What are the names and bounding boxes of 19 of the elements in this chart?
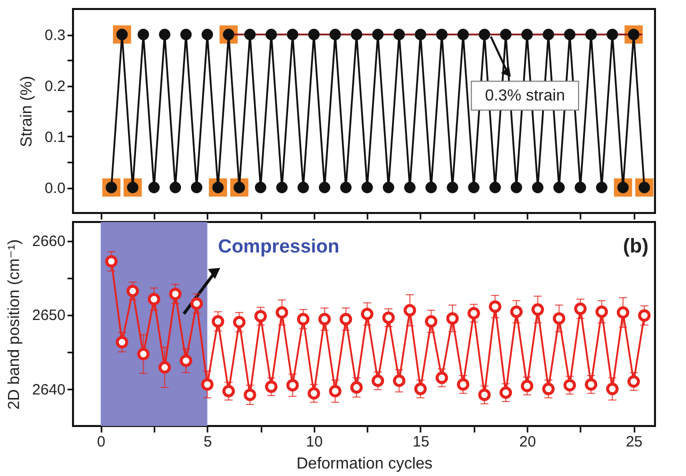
x-tick-label: 5 xyxy=(204,434,212,450)
y-tick-label: 0.3 xyxy=(44,27,66,44)
y-tick-label: 2650 xyxy=(32,307,66,324)
annotation: (b) xyxy=(623,235,649,258)
x-tick-label: 15 xyxy=(412,434,430,450)
x-axis-title: Deformation cycles xyxy=(296,456,433,472)
y-tick-label: 0.1 xyxy=(44,129,66,146)
y-axis-title: Strain (%) xyxy=(18,76,36,148)
annotation: 0.3% strain xyxy=(484,88,565,105)
y-tick-label: 2660 xyxy=(32,233,66,250)
x-tick-label: 10 xyxy=(306,434,323,450)
band-label: Compression xyxy=(218,236,340,258)
y-tick-label: 2640 xyxy=(32,381,66,398)
x-tick-label: 25 xyxy=(626,434,643,450)
x-tick-label: 20 xyxy=(519,434,536,450)
y-tick-label: 0.2 xyxy=(44,78,66,95)
y-axis-title: 2D band position (cm⁻¹) xyxy=(6,239,24,410)
y-tick-label: 0.0 xyxy=(44,180,66,197)
x-tick-label: 0 xyxy=(97,434,106,450)
